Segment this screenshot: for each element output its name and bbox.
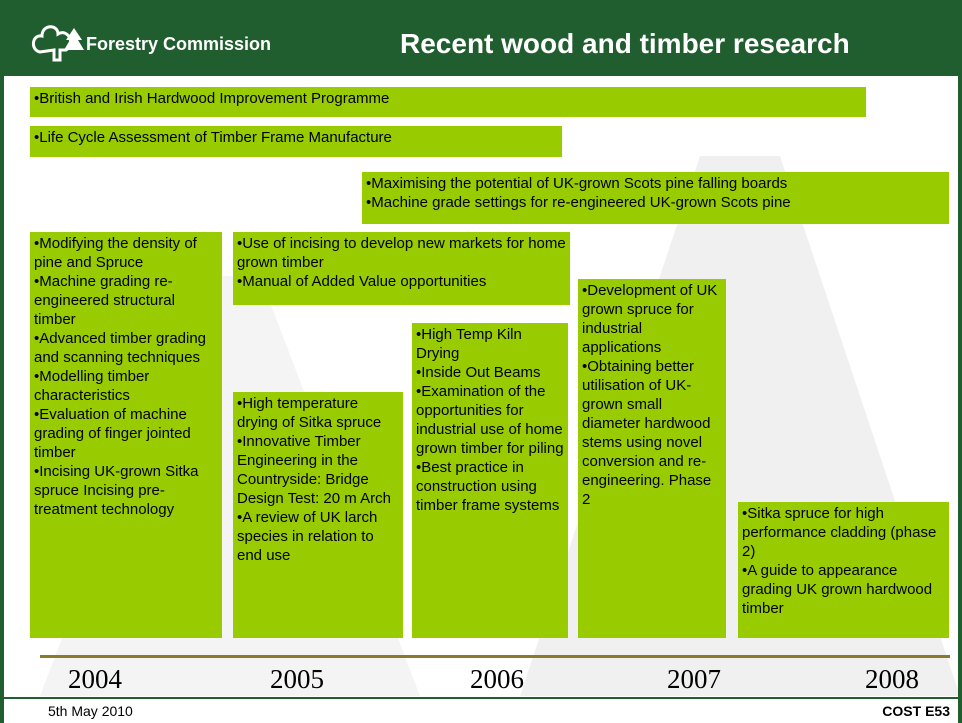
- year-label: 2004: [68, 664, 122, 694]
- research-item: •Modifying the density of pine and Spruc…: [34, 235, 197, 271]
- frame: [958, 76, 962, 723]
- footer-code: COST E53: [882, 703, 950, 719]
- logo-text: Forestry Commission: [86, 34, 272, 54]
- research-item: •Modelling timber characteristics: [34, 368, 150, 404]
- logo-icon: [32, 25, 84, 62]
- research-item: •Innovative Timber Engineering in the Co…: [237, 433, 391, 507]
- research-item: •A guide to appearance grading UK grown …: [742, 562, 933, 617]
- year-label: 2008: [865, 664, 919, 694]
- header: Forestry Commission Recent wood and timb…: [0, 0, 962, 76]
- footer-rule: [4, 697, 958, 699]
- research-box: •Life Cycle Assessment of Timber Frame M…: [30, 126, 562, 157]
- research-item: •Maximising the potential of UK-grown Sc…: [366, 175, 788, 192]
- research-item: •Best practice in construction using tim…: [416, 459, 560, 514]
- research-item: •Manual of Added Value opportunities: [237, 273, 487, 290]
- slide-title: Recent wood and timber research: [400, 28, 850, 59]
- footer-date: 5th May 2010: [48, 703, 133, 719]
- year-label: 2007: [667, 664, 721, 694]
- research-item: •High Temp Kiln Drying: [416, 326, 522, 362]
- research-item: •British and Irish Hardwood Improvement …: [34, 90, 390, 107]
- research-item: •Sitka spruce for high performance cladd…: [742, 505, 937, 560]
- research-box: •Modifying the density of pine and Spruc…: [30, 232, 222, 638]
- research-box: •Sitka spruce for high performance cladd…: [738, 502, 949, 638]
- research-item: •Incising UK-grown Sitka spruce Incising…: [34, 463, 199, 518]
- timeline-rule: [40, 655, 950, 658]
- research-box: •Maximising the potential of UK-grown Sc…: [362, 172, 949, 224]
- research-item: •Machine grading re-engineered structura…: [34, 273, 175, 328]
- research-item: •A review of UK larch species in relatio…: [237, 509, 378, 564]
- research-box: •Development of UK grown spruce for indu…: [578, 279, 726, 638]
- research-item: •High temperature drying of Sitka spruce: [237, 395, 382, 431]
- research-box: •High temperature drying of Sitka spruce…: [233, 392, 403, 638]
- research-box: •Use of incising to develop new markets …: [233, 232, 570, 305]
- year-label: 2005: [270, 664, 324, 694]
- research-box: •High Temp Kiln Drying •Inside Out Beams •…: [412, 323, 568, 638]
- research-item: •Use of incising to develop new markets …: [237, 235, 566, 271]
- year-label: 2006: [470, 664, 524, 694]
- research-item: •Advanced timber grading and scanning te…: [34, 330, 207, 366]
- research-item: •Development of UK grown spruce for indu…: [582, 282, 718, 356]
- frame: [0, 76, 4, 723]
- research-box: •British and Irish Hardwood Improvement …: [30, 87, 866, 117]
- research-item: •Machine grade settings for re-engineere…: [366, 194, 791, 211]
- research-item: •Obtaining better utilisation of UK-grow…: [582, 358, 712, 508]
- research-item: •Examination of the opportunities for in…: [416, 383, 564, 457]
- research-item: •Life Cycle Assessment of Timber Frame M…: [34, 129, 392, 146]
- research-item: •Evaluation of machine grading of finger…: [34, 406, 191, 461]
- research-item: •Inside Out Beams: [416, 364, 541, 381]
